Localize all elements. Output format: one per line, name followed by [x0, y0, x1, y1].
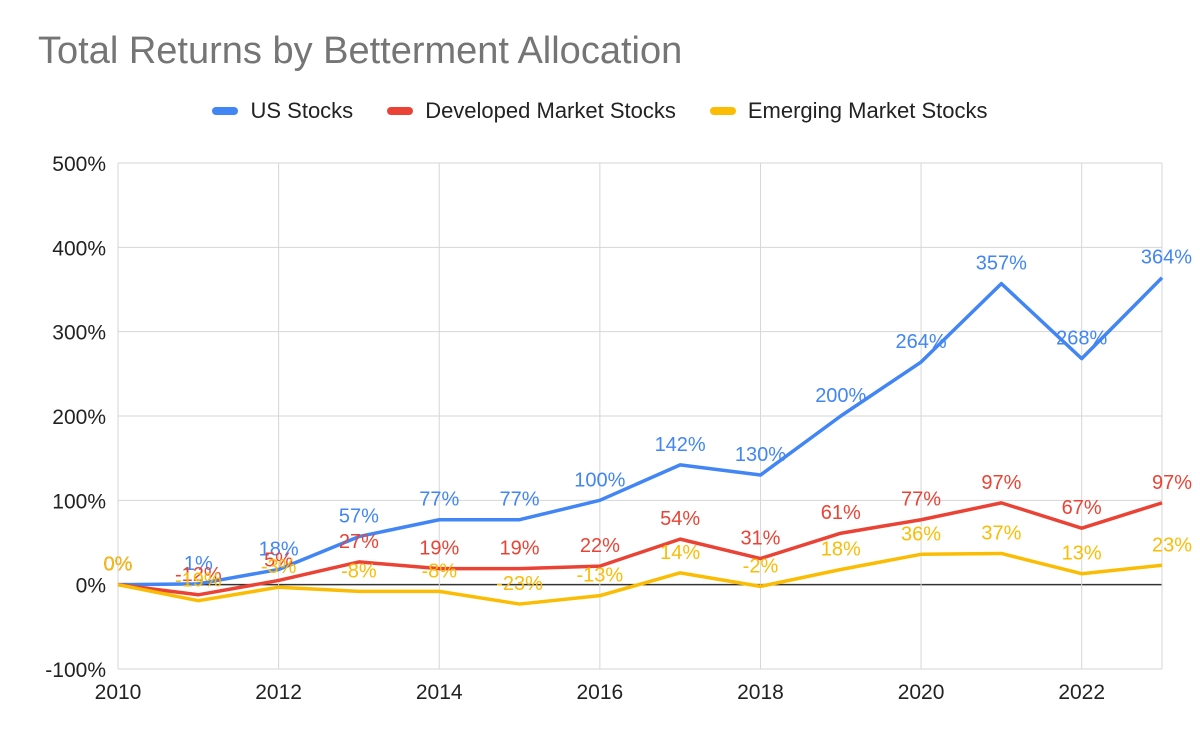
- data-label: -8%: [421, 560, 457, 582]
- x-tick-label: 2010: [95, 681, 142, 704]
- data-label: 97%: [981, 472, 1021, 494]
- data-label: 54%: [660, 508, 700, 530]
- series-line-1: [117, 501, 1163, 597]
- y-tick-label: 200%: [52, 406, 106, 429]
- data-label: 0%: [104, 554, 133, 576]
- data-label: 5%: [264, 549, 293, 571]
- legend-item-developed-market-stocks: Developed Market Stocks: [387, 98, 676, 124]
- y-tick-label: 500%: [52, 153, 106, 176]
- legend-swatch-us-stocks: [212, 107, 239, 115]
- chart-legend: US Stocks Developed Market Stocks Emergi…: [0, 98, 1200, 124]
- data-label: 18%: [821, 538, 861, 560]
- x-tick-label: 2012: [255, 681, 302, 704]
- data-label: 77%: [500, 489, 540, 511]
- data-label: 22%: [580, 535, 620, 557]
- data-label: -2%: [743, 555, 779, 577]
- data-label: 77%: [419, 489, 459, 511]
- y-tick-label: -100%: [45, 659, 106, 682]
- data-label: 57%: [339, 506, 379, 528]
- y-tick-label: 0%: [76, 575, 106, 598]
- data-label: 268%: [1056, 328, 1107, 350]
- data-label: -19%: [175, 570, 222, 592]
- data-label: 200%: [815, 385, 866, 407]
- legend-item-emerging-market-stocks: Emerging Market Stocks: [709, 98, 988, 124]
- data-label: 264%: [895, 331, 946, 353]
- legend-swatch-developed-market-stocks: [387, 107, 414, 115]
- data-label: 19%: [419, 538, 459, 560]
- data-label: 364%: [1141, 247, 1192, 269]
- legend-swatch-emerging-market-stocks: [709, 107, 736, 115]
- data-label: 0%: [104, 554, 133, 576]
- x-tick-label: 2022: [1058, 681, 1105, 704]
- data-label: -3%: [261, 556, 297, 578]
- data-label: 0%: [104, 554, 133, 576]
- data-label: 31%: [740, 528, 780, 550]
- data-label: -8%: [341, 560, 377, 582]
- data-label: 1%: [184, 553, 213, 575]
- series-line-2: [117, 551, 1163, 606]
- data-label: 97%: [1152, 472, 1192, 494]
- data-label: 14%: [660, 542, 700, 564]
- data-label: 36%: [901, 523, 941, 545]
- data-label: 19%: [500, 538, 540, 560]
- data-label: -23%: [496, 573, 543, 595]
- data-label: 23%: [1152, 534, 1192, 556]
- x-tick-label: 2018: [737, 681, 784, 704]
- x-tick-label: 2016: [576, 681, 623, 704]
- x-tick-label: 2020: [898, 681, 945, 704]
- chart-title: Total Returns by Betterment Allocation: [38, 30, 683, 72]
- data-label: 67%: [1062, 497, 1102, 519]
- data-label: 77%: [901, 489, 941, 511]
- data-label: 27%: [339, 531, 379, 553]
- x-tick-label: 2014: [416, 681, 463, 704]
- data-label: 100%: [574, 469, 625, 491]
- legend-label-emerging-market-stocks: Emerging Market Stocks: [747, 98, 988, 123]
- data-label: 130%: [735, 444, 786, 466]
- data-label: 37%: [981, 522, 1021, 544]
- y-tick-label: 300%: [52, 322, 106, 345]
- series-line-0: [117, 276, 1164, 587]
- data-label: 357%: [976, 253, 1027, 275]
- data-label: 13%: [1062, 543, 1102, 565]
- data-label: 18%: [259, 538, 299, 560]
- legend-label-us-stocks: US Stocks: [250, 98, 354, 123]
- legend-label-developed-market-stocks: Developed Market Stocks: [425, 98, 676, 123]
- legend-item-us-stocks: US Stocks: [212, 98, 353, 124]
- data-label: 142%: [655, 434, 706, 456]
- data-label: -12%: [175, 564, 222, 586]
- y-tick-label: 400%: [52, 237, 106, 260]
- y-tick-label: 100%: [52, 490, 106, 513]
- data-label: -13%: [576, 565, 623, 587]
- data-label: 61%: [821, 502, 861, 524]
